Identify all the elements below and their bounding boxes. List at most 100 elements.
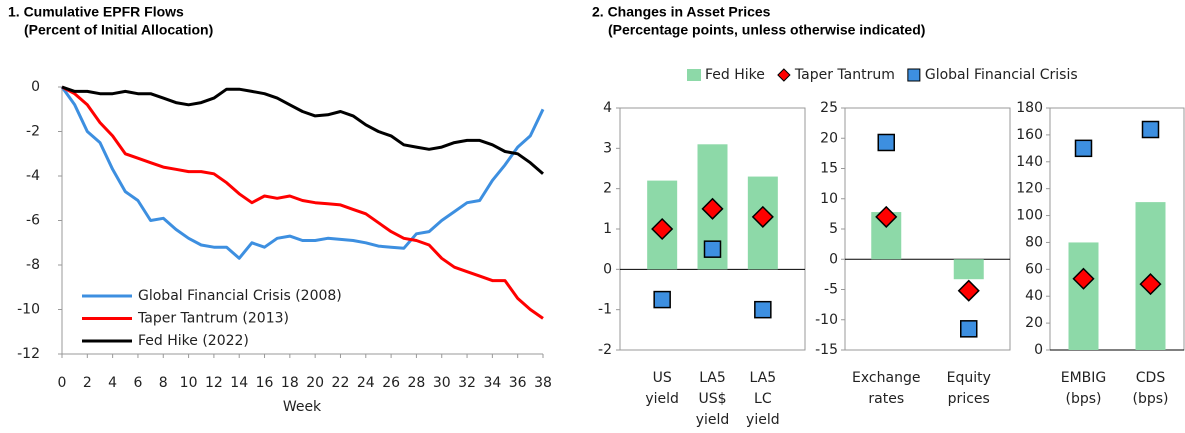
- x-axis-label: Week: [283, 399, 322, 415]
- diamond-marker: [701, 197, 724, 220]
- x-tick-label: 4: [108, 375, 117, 391]
- x-tick-label: 26: [382, 375, 400, 391]
- x-tick-label: Exchange: [852, 370, 920, 386]
- panel-frame: [844, 107, 1011, 351]
- x-tick-label: 2: [83, 375, 92, 391]
- y-tick-label: 20: [820, 130, 838, 146]
- x-tick-label: rates: [868, 391, 904, 407]
- legend-label: Fed Hike: [705, 67, 765, 83]
- panel-subtitle: (Percentage points, unless otherwise ind…: [608, 22, 925, 38]
- x-tick-label: 28: [408, 375, 426, 391]
- y-tick-label: -2: [598, 342, 612, 358]
- x-tick-label: 16: [256, 375, 274, 391]
- panel-title: 1. Cumulative EPFR Flows: [8, 4, 184, 20]
- line-series: [60, 86, 545, 260]
- x-tick-label: CDS: [1136, 370, 1166, 386]
- y-tick-label: 100: [1016, 208, 1043, 224]
- line-series: [61, 85, 544, 320]
- x-tick-label: 20: [306, 375, 324, 391]
- x-tick-label: EMBIG: [1061, 370, 1107, 386]
- panel-subtitle: (Percent of Initial Allocation): [24, 22, 213, 38]
- x-tick-label: LA5: [750, 370, 777, 386]
- x-tick-label: Equity: [947, 370, 991, 386]
- x-tick-label: 22: [332, 375, 350, 391]
- y-tick-label: -12: [17, 346, 40, 362]
- legend-swatch: [777, 68, 791, 82]
- x-tick-label: LC: [754, 391, 772, 407]
- x-tick-label: (bps): [1066, 391, 1102, 407]
- legend-label: Global Financial Crisis (2008): [138, 288, 342, 304]
- y-tick-label: -4: [26, 168, 40, 184]
- y-tick-label: 20: [1025, 315, 1043, 331]
- y-tick-label: 120: [1016, 181, 1043, 197]
- legend-swatch: [907, 68, 921, 82]
- panel-title: 2. Changes in Asset Prices: [592, 4, 771, 20]
- x-tick-label: US: [653, 370, 672, 386]
- x-tick-label: 34: [483, 375, 501, 391]
- y-tick-label: 0: [1034, 342, 1043, 358]
- x-tick-label: 18: [281, 375, 299, 391]
- square-marker: [1141, 120, 1160, 139]
- bar: [953, 259, 984, 280]
- y-tick-label: 1: [603, 221, 612, 237]
- y-tick-label: -10: [17, 302, 40, 318]
- diamond-marker: [875, 205, 898, 228]
- x-tick-label: yield: [696, 412, 730, 428]
- y-tick-label: 4: [603, 100, 612, 116]
- y-tick-label: 0: [31, 79, 40, 95]
- y-tick-label: 0: [829, 251, 838, 267]
- diamond-marker: [751, 205, 774, 228]
- y-tick-label: 160: [1016, 127, 1043, 143]
- y-tick-label: 15: [820, 161, 838, 177]
- y-tick-label: 10: [820, 191, 838, 207]
- y-tick-label: -6: [26, 213, 40, 229]
- legend-swatch: [687, 69, 701, 81]
- diamond-marker: [651, 217, 674, 241]
- y-tick-label: 0: [603, 261, 612, 277]
- diamond-marker: [957, 279, 980, 302]
- y-tick-label: 60: [1025, 261, 1043, 277]
- x-tick-label: 30: [433, 375, 451, 391]
- y-tick-label: 180: [1016, 100, 1043, 116]
- y-tick-label: 5: [829, 221, 838, 237]
- diamond-marker: [1072, 267, 1095, 290]
- x-tick-label: yield: [645, 391, 679, 407]
- x-tick-label: 36: [509, 375, 527, 391]
- legend-label: Taper Tantrum: [794, 67, 895, 83]
- y-tick-label: 140: [1016, 154, 1043, 170]
- x-tick-label: (bps): [1133, 391, 1169, 407]
- x-tick-label: 0: [58, 375, 67, 391]
- x-tick-label: 6: [133, 375, 142, 391]
- y-tick-label: 80: [1025, 234, 1043, 250]
- x-tick-label: 12: [205, 375, 223, 391]
- legend-label: Fed Hike (2022): [138, 333, 249, 349]
- x-tick-label: 10: [180, 375, 198, 391]
- square-marker: [653, 290, 671, 309]
- y-tick-label: -10: [815, 312, 838, 328]
- diamond-marker: [1139, 273, 1162, 296]
- x-tick-label: US$: [698, 391, 726, 407]
- x-tick-label: LA5: [699, 370, 726, 386]
- square-marker: [703, 240, 722, 258]
- square-marker: [1074, 139, 1093, 158]
- x-tick-label: 24: [357, 375, 375, 391]
- y-tick-label: 40: [1025, 288, 1043, 304]
- x-tick-label: 38: [534, 375, 552, 391]
- bar: [1068, 242, 1099, 350]
- y-tick-label: 2: [603, 181, 612, 197]
- x-tick-label: prices: [948, 391, 990, 407]
- legend-label: Taper Tantrum (2013): [137, 311, 289, 327]
- square-marker: [960, 320, 978, 338]
- square-marker: [754, 300, 772, 319]
- legend-label: Global Financial Crisis: [925, 67, 1078, 83]
- y-tick-label: 25: [820, 100, 838, 116]
- y-tick-label: -15: [815, 342, 838, 358]
- x-tick-label: yield: [746, 412, 780, 428]
- line-series: [61, 85, 544, 175]
- y-tick-label: 3: [603, 140, 612, 156]
- x-tick-label: 14: [230, 375, 248, 391]
- y-tick-label: -2: [26, 124, 40, 140]
- y-tick-label: -5: [824, 282, 838, 298]
- x-tick-label: 8: [159, 375, 168, 391]
